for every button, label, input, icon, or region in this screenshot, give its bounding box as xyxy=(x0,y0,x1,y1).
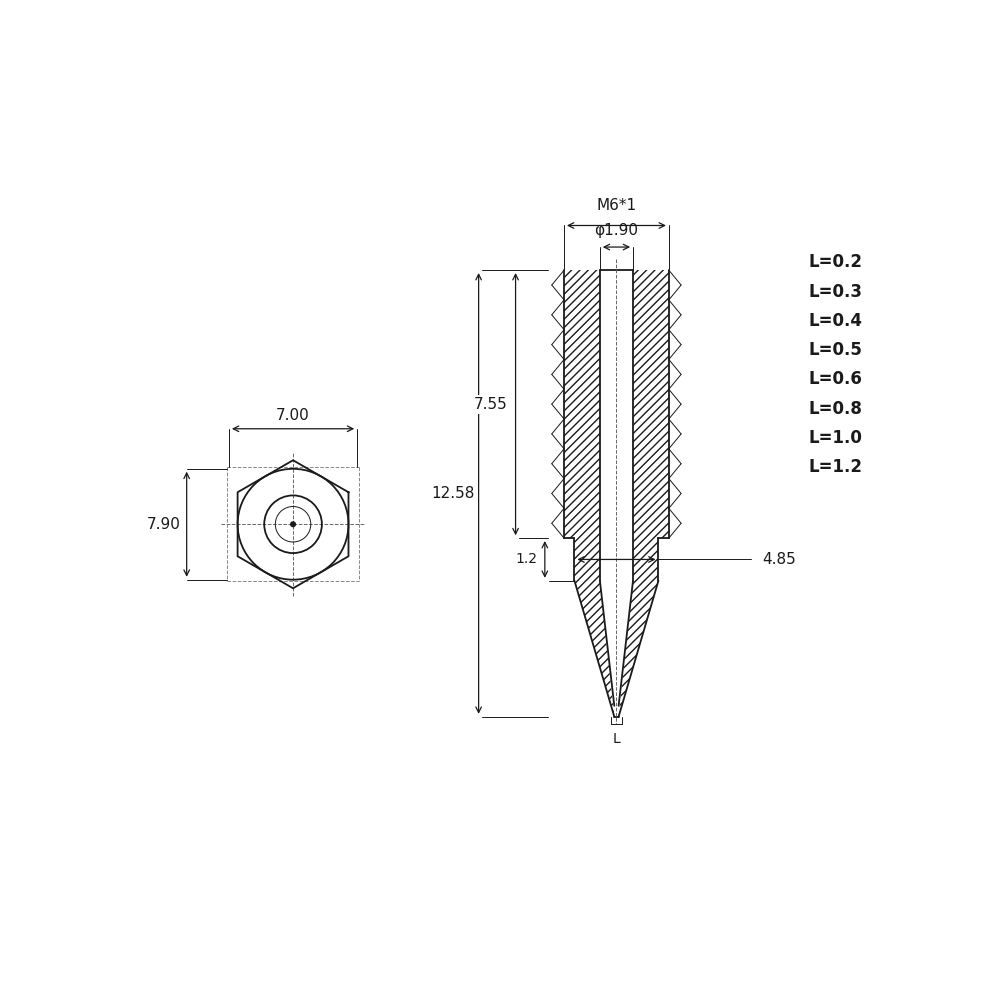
Text: 4.85: 4.85 xyxy=(762,552,796,567)
Text: 7.00: 7.00 xyxy=(276,408,310,423)
Text: L=1.2: L=1.2 xyxy=(809,458,863,476)
Text: L=0.6: L=0.6 xyxy=(809,370,863,388)
Text: 12.58: 12.58 xyxy=(432,486,475,501)
Text: L=0.4: L=0.4 xyxy=(809,312,863,330)
Text: 1.2: 1.2 xyxy=(515,552,537,566)
Text: L=0.5: L=0.5 xyxy=(809,341,863,359)
Text: L=0.3: L=0.3 xyxy=(809,283,863,301)
Text: 7.90: 7.90 xyxy=(147,517,181,532)
Text: L=0.8: L=0.8 xyxy=(809,400,863,418)
Text: M6*1: M6*1 xyxy=(596,198,637,213)
Text: 7.55: 7.55 xyxy=(474,397,508,412)
Circle shape xyxy=(291,522,295,527)
Text: L=0.2: L=0.2 xyxy=(809,253,863,271)
Text: φ1.90: φ1.90 xyxy=(594,223,638,238)
Text: L=1.0: L=1.0 xyxy=(809,429,863,447)
Text: L: L xyxy=(613,732,620,746)
